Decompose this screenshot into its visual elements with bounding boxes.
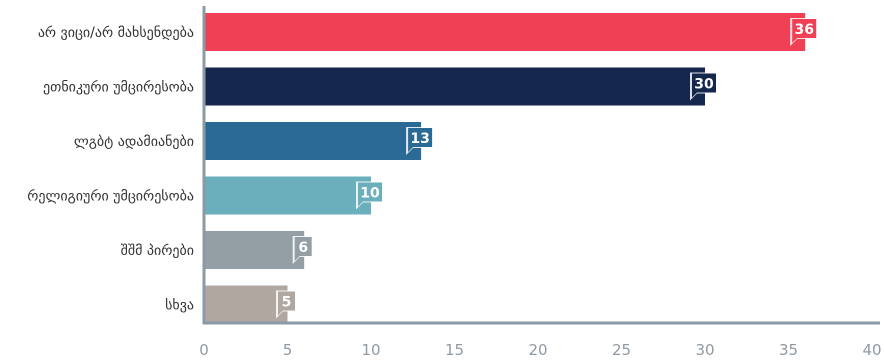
value-label-pointer — [408, 147, 414, 152]
value-label-pointer — [278, 310, 283, 316]
value-label-pointer — [792, 38, 798, 43]
value-label-box — [294, 237, 312, 256]
value-label-pointer-backing — [406, 148, 414, 155]
category-label: რელიგიური უმცირესობა — [27, 188, 194, 205]
value-label-pointer — [294, 256, 300, 261]
value-label-text: 36 — [794, 22, 813, 38]
value-label-pointer-backing — [790, 39, 798, 46]
value-label-pointer — [692, 92, 697, 98]
bar — [204, 231, 305, 269]
bar — [204, 13, 806, 51]
category-label: ლგბტ ადამიანები — [74, 134, 194, 150]
bars-layer — [204, 13, 806, 324]
x-tick-label: 10 — [361, 341, 380, 359]
bar — [204, 285, 288, 324]
x-tick-label: 0 — [199, 341, 209, 359]
value-label: 5 — [276, 290, 297, 319]
category-labels-layer: არ ვიცი/არ მახსენდება ეთნიკური უმცირესობა… — [27, 24, 194, 314]
value-label-text: 10 — [360, 186, 380, 202]
value-label: 36 — [790, 18, 819, 46]
x-tick-label: 35 — [779, 341, 798, 359]
bar — [204, 122, 422, 160]
value-label: 10 — [356, 181, 384, 210]
x-tick-label: 20 — [528, 341, 547, 359]
x-tick-label: 5 — [283, 341, 293, 359]
category-label: სხვა — [165, 298, 194, 314]
bar — [204, 176, 371, 215]
value-label-text: 30 — [694, 77, 714, 93]
value-label-text: 5 — [282, 295, 292, 311]
value-label-pointer-backing — [292, 257, 300, 264]
category-label: შშმ პირები — [121, 242, 194, 259]
value-label-text: 6 — [298, 240, 308, 256]
value-label-text: 13 — [410, 131, 429, 147]
value-label-pointer — [358, 201, 363, 207]
value-label-box — [358, 182, 382, 202]
value-label-box — [408, 128, 433, 147]
category-label: არ ვიცი/არ მახსენდება — [38, 24, 194, 41]
axes-layer: 0 5 10 15 20 25 30 35 40 — [199, 6, 882, 359]
value-label-pointer-backing — [356, 202, 363, 210]
value-label-pointer-backing — [690, 93, 697, 101]
value-labels-layer: 36 30 13 10 6 5 — [276, 18, 819, 319]
category-label: ეთნიკური უმცირესობა — [43, 79, 194, 96]
value-label: 6 — [292, 236, 314, 264]
x-tick-label: 25 — [612, 341, 631, 359]
bar — [204, 67, 705, 106]
value-label-box — [692, 73, 716, 93]
value-label: 13 — [406, 127, 435, 155]
x-tick-label: 40 — [862, 341, 881, 359]
x-tick-label: 30 — [695, 341, 714, 359]
value-label: 30 — [690, 72, 718, 101]
value-label-box — [278, 291, 295, 311]
x-tick-label: 15 — [445, 341, 464, 359]
value-label-pointer-backing — [276, 311, 283, 319]
value-label-box — [792, 19, 817, 38]
